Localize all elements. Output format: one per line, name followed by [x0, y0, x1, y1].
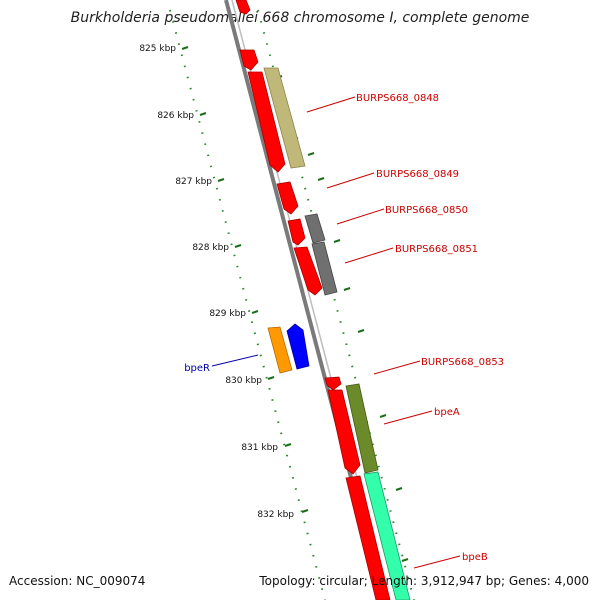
tick-label-832: 832 kbp: [257, 510, 294, 520]
label-bpea[interactable]: bpeA: [434, 407, 460, 418]
map-title: Burkholderia pseudomallei 668 chromosome…: [70, 10, 530, 26]
cds-red-8[interactable]: [327, 389, 361, 475]
label-bper[interactable]: bpeR: [184, 363, 210, 374]
gene-features[interactable]: [235, 0, 411, 600]
tick-831: [284, 443, 292, 447]
gene-labels: BURPS668_0848 BURPS668_0849 BURPS668_085…: [184, 93, 504, 569]
genome-summary-text: Topology: circular; Length: 3,912,947 bp…: [259, 574, 589, 588]
callout-bper: [211, 354, 259, 367]
label-burps668-0851[interactable]: BURPS668_0851: [395, 244, 478, 255]
callout-burps668-0848: [306, 96, 356, 113]
cds-red-1[interactable]: [235, 0, 251, 15]
gene-burps668-0850[interactable]: [304, 213, 326, 244]
cds-red-7[interactable]: [324, 376, 342, 391]
left-dotted-guide: [169, 9, 326, 600]
label-bpeb[interactable]: bpeB: [462, 552, 488, 563]
tick-label-828: 828 kbp: [192, 243, 229, 253]
gene-bper[interactable]: [267, 326, 293, 374]
cds-red-4[interactable]: [276, 181, 299, 215]
gene-bper-partner[interactable]: [286, 323, 310, 370]
callout-burps668-0849: [326, 172, 375, 189]
cds-red-9[interactable]: [345, 475, 391, 600]
label-burps668-0849[interactable]: BURPS668_0849: [376, 169, 459, 180]
scale-ticks: 825 kbp 826 kbp 827 kbp 828 kbp 829 kbp …: [139, 44, 309, 520]
tick-826: [199, 112, 207, 116]
gene-bpeb[interactable]: [363, 471, 411, 600]
tick-label-825: 825 kbp: [139, 44, 176, 54]
tick-label-831: 831 kbp: [241, 443, 278, 453]
accession-text: Accession: NC_009074: [9, 574, 146, 588]
tick-label-829: 829 kbp: [209, 309, 246, 319]
callout-bpea: [383, 410, 433, 425]
gene-burps668-0848[interactable]: [263, 67, 306, 169]
callout-burps668-0851: [344, 247, 394, 264]
label-burps668-0853[interactable]: BURPS668_0853: [421, 357, 504, 368]
tick-832: [301, 509, 309, 513]
tick-label-830: 830 kbp: [225, 376, 262, 386]
cds-red-6[interactable]: [293, 246, 323, 296]
callout-bpeb: [413, 555, 461, 569]
callout-burps668-0850: [336, 208, 385, 225]
tick-829: [251, 310, 259, 314]
cds-red-5[interactable]: [287, 218, 306, 246]
tick-label-826: 826 kbp: [157, 111, 194, 121]
tick-825: [181, 46, 189, 50]
tick-label-827: 827 kbp: [175, 177, 212, 187]
tick-827: [217, 178, 225, 182]
label-burps668-0850[interactable]: BURPS668_0850: [385, 205, 468, 216]
tick-828: [234, 244, 242, 248]
callout-burps668-0853: [373, 360, 421, 375]
label-burps668-0848[interactable]: BURPS668_0848: [356, 93, 439, 104]
gene-bpea[interactable]: [345, 383, 379, 474]
gene-burps668-0851[interactable]: [311, 241, 338, 296]
cds-red-2[interactable]: [239, 49, 259, 71]
tick-830: [267, 376, 275, 380]
cds-red-3[interactable]: [247, 71, 286, 173]
